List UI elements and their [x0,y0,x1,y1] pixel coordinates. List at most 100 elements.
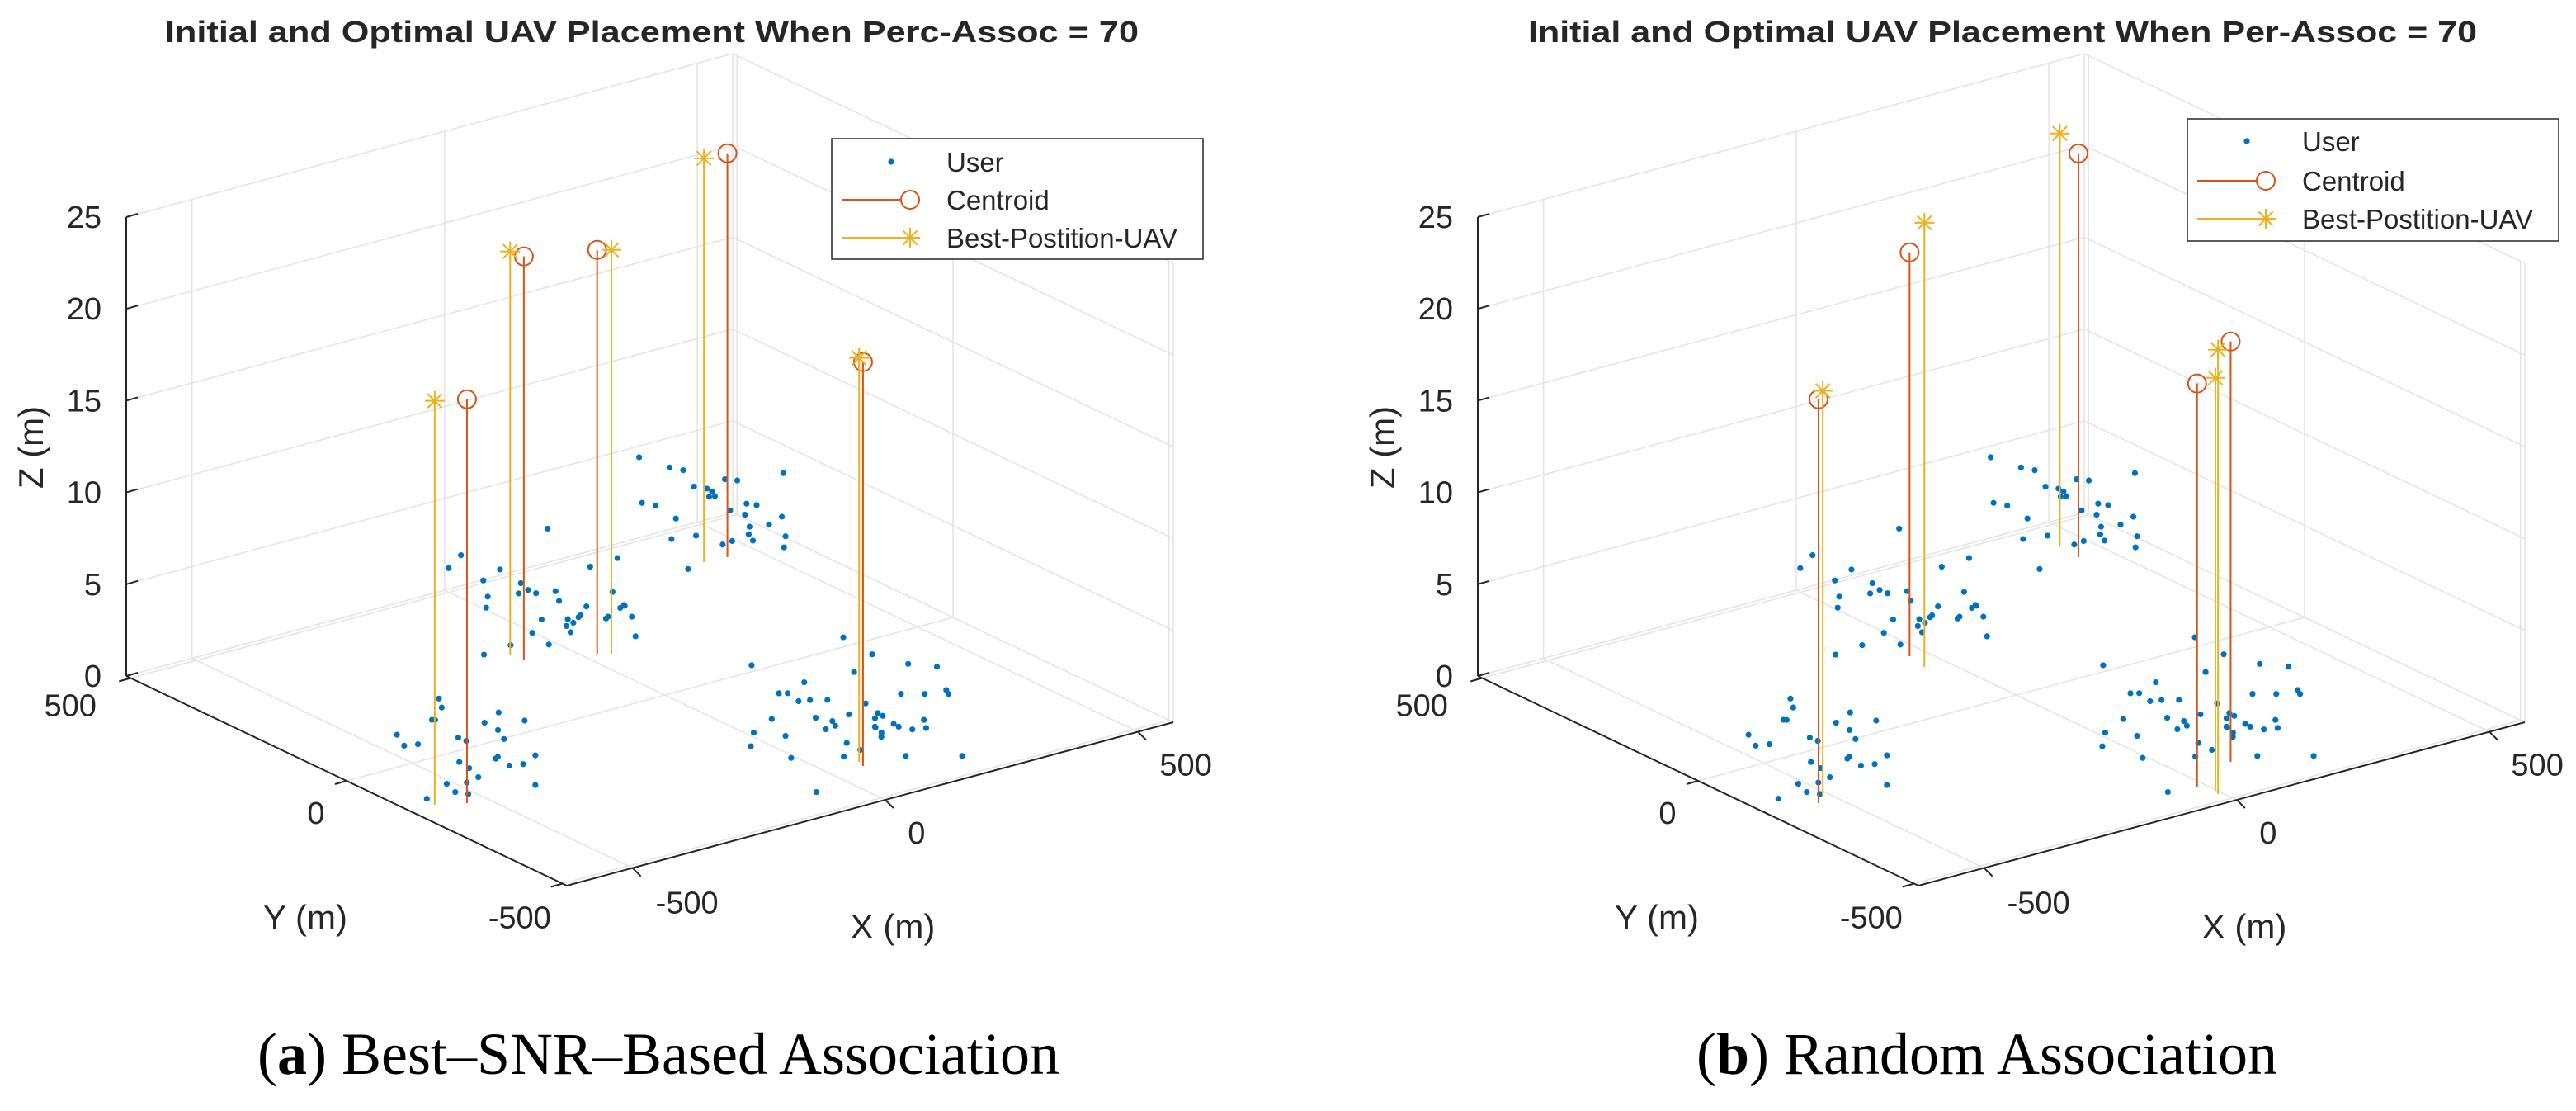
floor-gridline-y [1697,617,2305,782]
z-tick [1477,488,1490,494]
legend-label: User [2302,126,2360,157]
wall-gridline-z [1477,328,2085,494]
z-tick-label: 15 [1418,384,1453,418]
asterisk-arm [1916,215,1932,231]
user-point [875,710,881,716]
floor-gridline-y [562,719,1169,885]
user-point [552,588,559,594]
wall-gridline-z [125,144,734,310]
user-point [871,723,878,730]
z-tick-label: 0 [84,660,101,694]
user-point [846,711,852,718]
z-tick [1477,213,1490,218]
user-point [832,722,838,729]
user-point [1876,587,1883,593]
x-tick-label: -500 [2007,886,2070,921]
user-point [2117,522,2124,528]
z-tick-label: 20 [1418,292,1453,327]
user-point [2060,488,2067,494]
user-point [452,789,459,796]
user-point [719,541,726,548]
user-point [829,717,836,725]
z-tick-label: 5 [1436,568,1453,603]
user-point [436,695,442,702]
user-point [2195,740,2201,746]
centroid-marker [2220,331,2241,352]
user-point [520,761,526,768]
user-point [795,697,802,705]
user-point [959,753,965,759]
user-point [784,690,791,697]
user-point [2197,711,2204,718]
legend-user-icon [888,158,894,165]
wall-gridline-z [732,236,1174,448]
user-point [515,590,522,597]
user-point [1780,716,1787,723]
user-point [1896,525,1903,532]
user-point [672,515,679,522]
user-point [2229,729,2236,736]
asterisk-arm [2052,125,2068,142]
asterisk-arm [1814,383,1831,399]
best-position-marker [849,347,870,368]
user-point [880,712,886,719]
user-point [871,715,879,721]
user-point [2147,697,2154,705]
user-point [905,660,912,667]
user-point [668,536,675,542]
user-point [2097,523,2104,530]
user-point [898,691,904,697]
user-point [2140,754,2146,761]
x-tick-label: 0 [908,816,925,851]
user-point [614,555,620,561]
user-point [933,664,941,670]
user-point [2024,515,2031,522]
user-point [776,690,782,697]
user-point [2273,691,2280,697]
wall-gridline-z [1477,236,2085,402]
y-tick [118,677,131,683]
user-point [532,782,539,788]
user-point [2202,669,2209,675]
user-point [2181,717,2187,725]
user-point [704,485,710,492]
user-point [869,651,875,658]
user-point [2153,678,2159,686]
user-point [2220,651,2227,658]
user-point [1809,552,1816,559]
user-point [2078,507,2085,513]
best-position-marker [424,390,445,411]
y-tick-label: 500 [1396,688,1448,723]
user-point [1988,454,1994,461]
user-point [922,725,930,731]
x-tick-label: 0 [2259,816,2276,851]
centroid-marker [2187,373,2207,394]
user-point [840,634,847,641]
user-point [1916,616,1923,622]
wall-gridline-z [2083,328,2526,540]
x-tick [885,799,894,809]
user-point [1827,773,1833,781]
wall-gridline-z [2083,236,2526,448]
y-tick [550,882,564,888]
z-tick-label: 15 [67,384,101,418]
user-point [862,700,869,707]
user-point [653,502,659,509]
user-point [1907,598,1914,604]
z-tick-label: 5 [84,568,101,603]
user-point [1832,651,1839,658]
user-point [2095,500,2102,507]
wall-gridline-z [1477,144,2085,310]
user-point [609,589,616,595]
user-point [768,716,775,722]
x-tick-label: 500 [2511,749,2563,783]
caption-b: (b) Random Association [1696,1021,2277,1087]
user-point [1869,579,1875,587]
user-point [1935,603,1941,610]
wall-gridline-z [125,236,734,402]
caption-b-text: Random Association [1784,1021,2277,1087]
user-point [575,614,582,621]
user-point [2071,541,2078,548]
user-point [632,633,639,640]
